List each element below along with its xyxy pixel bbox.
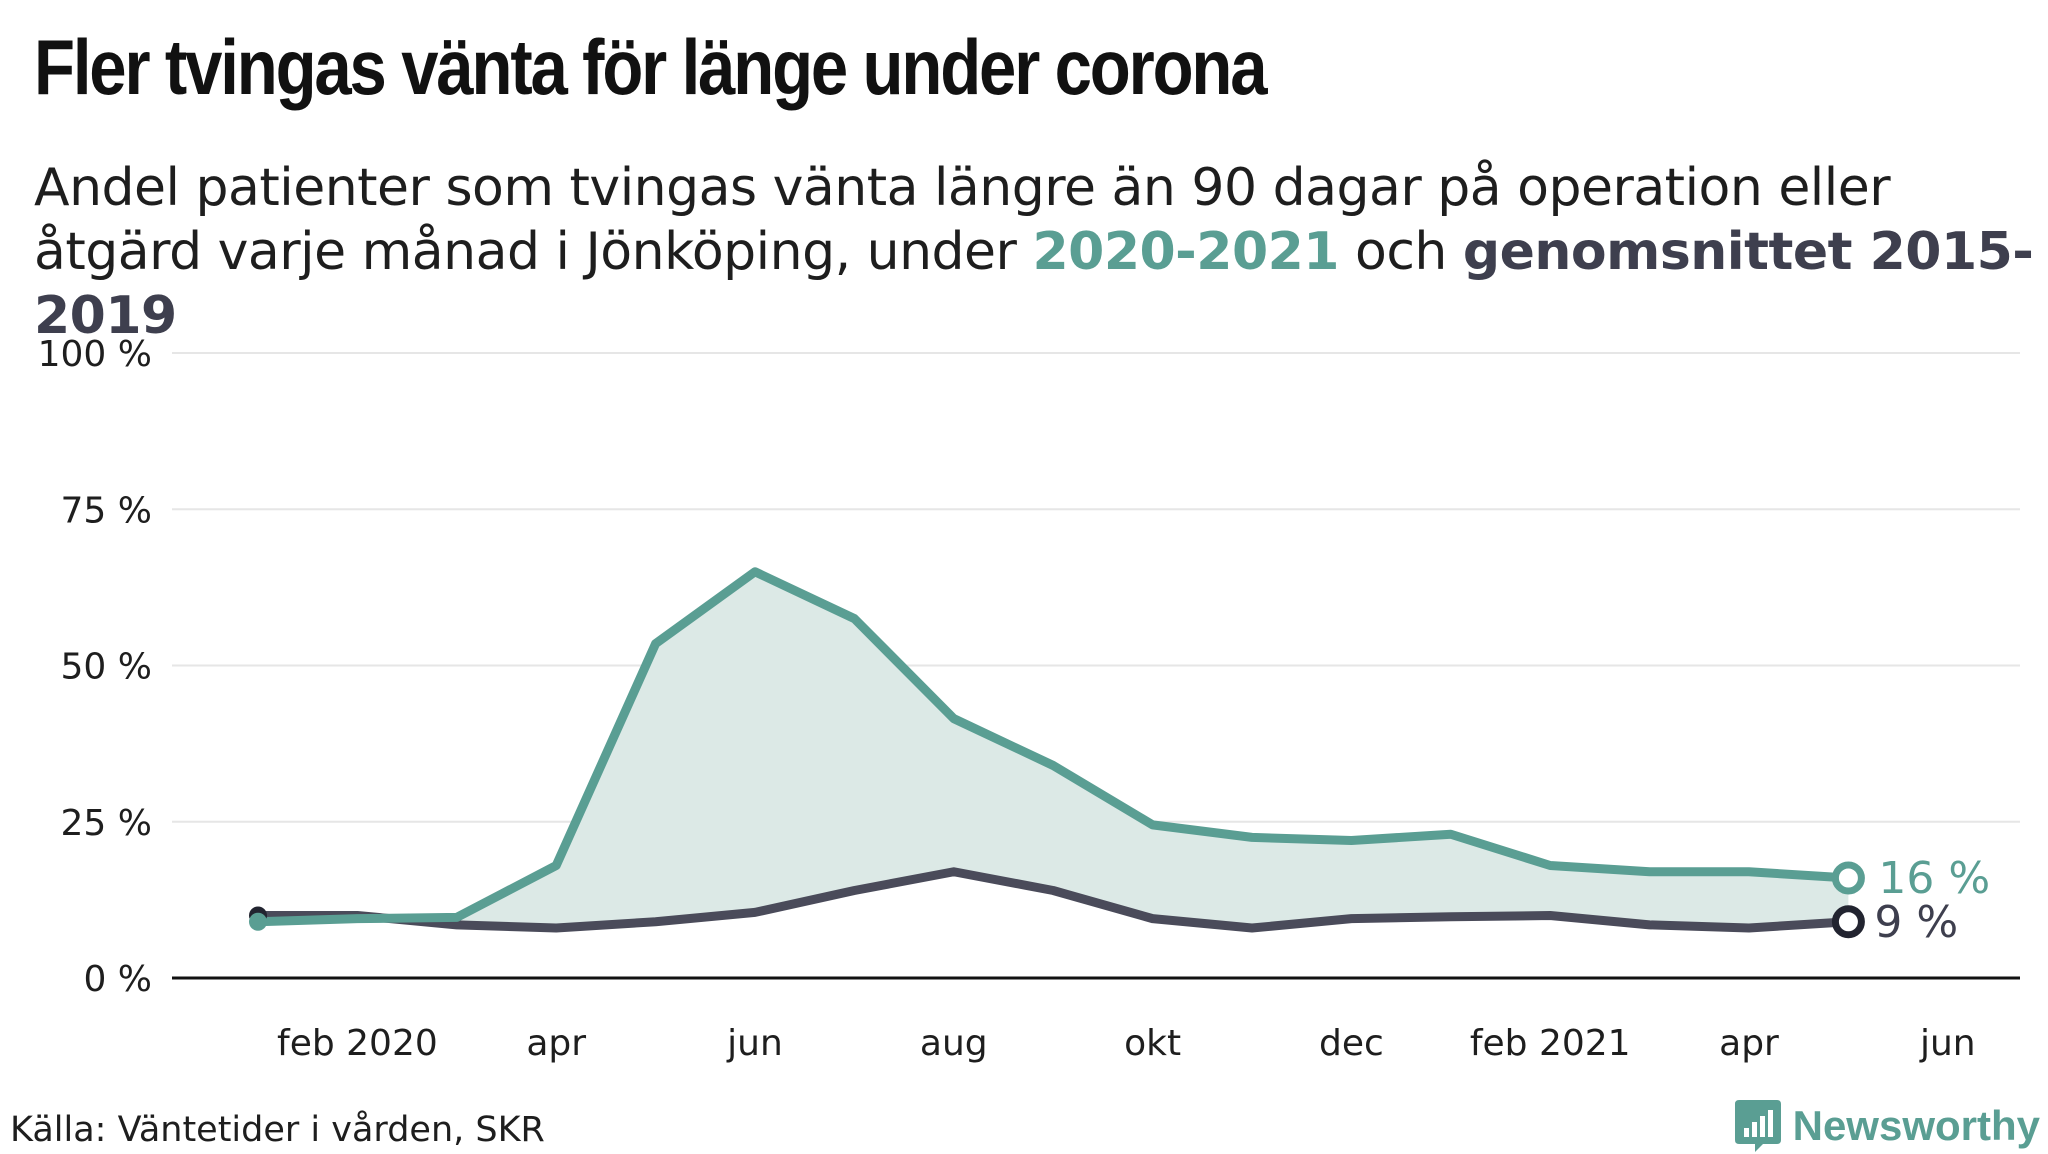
gridlines [172,352,2020,823]
subtitle-text: Andel patienter som tvingas vänta längre… [34,158,1891,282]
chart-title: Fler tvingas vänta för länge under coron… [34,23,1268,111]
difference-area [258,571,1849,928]
series-line-average [253,867,1853,933]
subtitle-series-2020-2021: 2020-2021 [1032,222,1339,282]
end-label-average: 9 % [1874,897,1958,948]
x-axis-ticks: feb 2020 apr jun aug okt dec feb 2021 apr jun [277,1023,1976,1064]
end-label-2020-2021: 16 % [1878,853,1990,904]
series-markers: 16 %9 % [249,853,1990,948]
x-tick-label: feb 2021 [1470,1023,1631,1064]
y-tick-label: 75 % [61,490,152,531]
chart-subtitle: Andel patienter som tvingas vänta längre… [34,156,2044,348]
x-tick-label: jun [726,1023,783,1064]
end-point-2020-2021 [1831,861,1865,895]
newsworthy-logo-icon [1734,1100,1781,1152]
source-note: Källa: Väntetider i vården, SKR [10,1110,545,1150]
series-line-2020-2021 [253,567,1853,927]
y-axis-ticks: 0 % 25 % 50 % 75 % 100 % [38,334,152,1000]
end-point-average [1831,905,1865,939]
x-tick-label: feb 2020 [277,1023,438,1064]
y-tick-label: 50 % [61,647,152,688]
x-tick-label: jun [1919,1023,1976,1064]
line-chart: 0 % 25 % 50 % 75 % 100 % feb 2020 apr jun aug ok… [38,334,2020,1064]
y-tick-label: 100 % [38,334,152,375]
brand-name: Newsworthy [1792,1102,2040,1149]
x-tick-label: aug [920,1023,988,1064]
start-point-2020-2021 [249,912,267,931]
y-tick-label: 0 % [83,959,152,1000]
x-tick-label: apr [526,1023,586,1064]
y-tick-label: 25 % [61,803,152,844]
subtitle-series-average: genomsnittet 2015-2019 [34,222,2034,346]
x-tick-label: okt [1124,1023,1181,1064]
x-tick-label: dec [1319,1023,1384,1064]
x-tick-label: apr [1719,1023,1779,1064]
subtitle-connector: och [1339,222,1463,282]
brand-logo: Newsworthy [1733,1098,2040,1154]
